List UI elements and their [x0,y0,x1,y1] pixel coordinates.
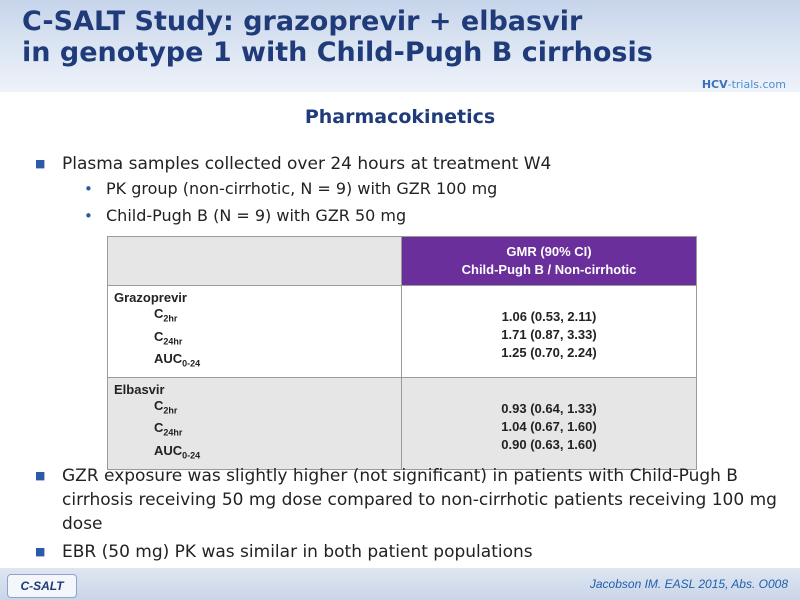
header-ratio-label: Child-Pugh B / Non-cirrhotic [461,262,637,277]
sub-bullet-text: PK group (non-cirrhotic, N = 9) with GZR… [106,179,498,198]
table-header-row: GMR (90% CI) Child-Pugh B / Non-cirrhoti… [107,236,697,286]
slide-title: C-SALT Study: grazoprevir + elbasvir in … [22,6,653,68]
square-bullet-icon: ■ [35,469,46,482]
drug-name: Elbasvir [114,381,165,397]
row-values-cell: 0.93 (0.64, 1.33) 1.04 (0.67, 1.60) 0.90… [401,376,697,470]
param-auc: AUC0-24 [154,351,201,369]
section-subtitle: Pharmacokinetics [304,106,496,128]
gmr-value: 1.04 (0.67, 1.60) [501,418,597,434]
slide-header: C-SALT Study: grazoprevir + elbasvir in … [0,0,800,92]
title-line-1: C-SALT Study: grazoprevir + elbasvir [22,6,583,37]
bullet-text: EBR (50 mg) PK was similar in both patie… [62,542,533,562]
gmr-value: 1.25 (0.70, 2.24) [501,345,597,360]
gmr-value: 0.90 (0.63, 1.60) [501,436,597,452]
param-c24hr: C24hr [154,420,183,438]
gmr-value: 0.93 (0.64, 1.33) [501,400,597,416]
drug-name: Grazoprevir [114,290,187,305]
study-badge: C-SALT [7,574,77,598]
bullet-text: GZR exposure was slightly higher (not si… [62,466,777,534]
row-label-cell: Grazoprevir C2hr C24hr AUC0-24 [107,285,402,378]
table-header-empty-cell [107,236,402,286]
square-bullet-icon: ■ [35,545,46,558]
table-row-grazoprevir: Grazoprevir C2hr C24hr AUC0-24 1.06 (0.5… [107,285,697,378]
param-c24hr: C24hr [154,328,183,347]
sub-bullet-child-pugh: • Child-Pugh B (N = 9) with GZR 50 mg [84,205,407,227]
citation: Jacobson IM. EASL 2015, Abs. O008 [589,577,788,591]
table-header-gmr: GMR (90% CI) Child-Pugh B / Non-cirrhoti… [401,236,697,286]
sub-bullet-pk-group: • PK group (non-cirrhotic, N = 9) with G… [84,178,498,200]
logo-hcv-text: HCV [701,78,728,91]
bullet-text: Plasma samples collected over 24 hours a… [62,154,552,174]
gmr-value: 1.06 (0.53, 2.11) [501,309,597,324]
square-bullet-icon: ■ [35,157,46,170]
pk-gmr-table: GMR (90% CI) Child-Pugh B / Non-cirrhoti… [107,236,697,470]
table-row-elbasvir: Elbasvir C2hr C24hr AUC0-24 0.93 (0.64, … [107,376,697,470]
round-bullet-icon: • [84,180,93,198]
hcv-trials-logo: HCV-trials.com [702,78,786,91]
row-values-cell: 1.06 (0.53, 2.11) 1.71 (0.87, 3.33) 1.25… [401,285,697,378]
slide-footer: C-SALT Jacobson IM. EASL 2015, Abs. O008 [0,568,800,600]
param-auc: AUC0-24 [154,442,201,461]
logo-domain-text: -trials.com [727,78,786,91]
round-bullet-icon: • [84,207,93,225]
header-gmr-label: GMR (90% CI) [506,244,592,259]
param-c2hr: C2hr [154,397,178,416]
sub-bullet-text: Child-Pugh B (N = 9) with GZR 50 mg [106,206,407,225]
title-line-2: in genotype 1 with Child-Pugh B cirrhosi… [22,37,653,68]
param-c2hr: C2hr [154,306,178,324]
gmr-value: 1.71 (0.87, 3.33) [501,327,597,342]
row-label-cell: Elbasvir C2hr C24hr AUC0-24 [107,376,402,470]
